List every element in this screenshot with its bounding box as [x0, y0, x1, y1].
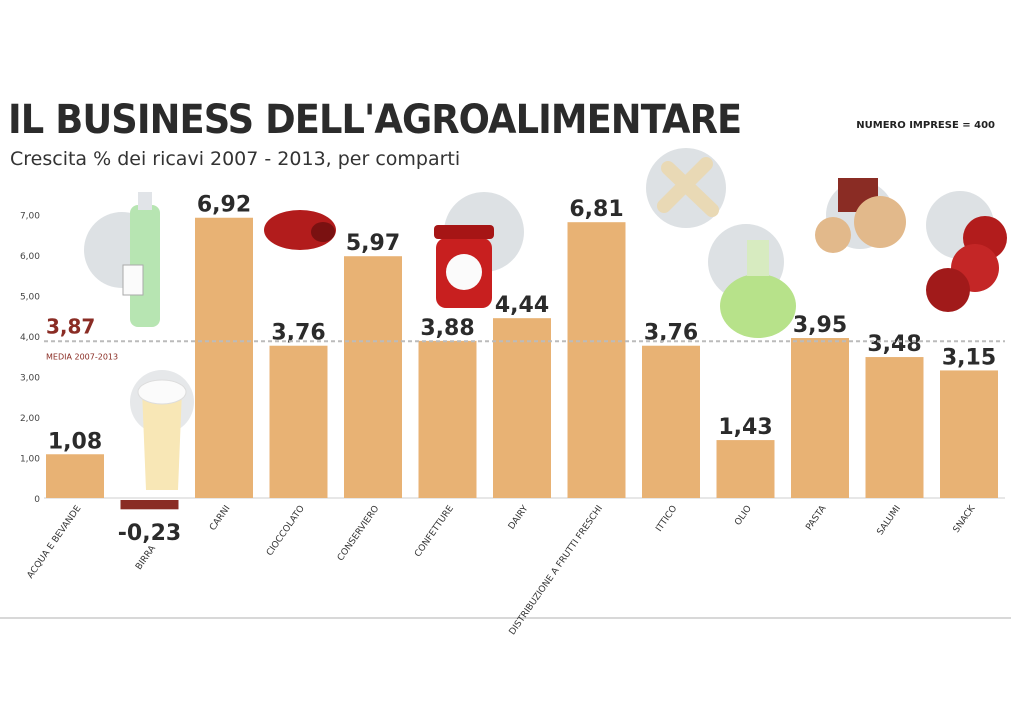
y-tick-label: 5,00: [20, 293, 40, 303]
category-label: CONSERVIERO: [336, 504, 382, 563]
category-label: CONFETTURE: [413, 504, 456, 559]
category-label: SALUMI: [875, 504, 902, 537]
category-label: CARNI: [208, 504, 232, 533]
average-value-label: 3,87: [46, 314, 95, 338]
category-label: ITTICO: [654, 504, 679, 534]
y-tick-label: 1,00: [20, 455, 40, 465]
category-label: ACQUA E BEVANDE: [26, 504, 84, 581]
bar: [567, 222, 626, 498]
chart-note: NUMERO IMPRESE = 400: [856, 120, 995, 131]
bar: [716, 440, 775, 498]
bar: [940, 370, 998, 498]
bar: [46, 454, 104, 498]
y-tick-label: 0: [34, 495, 40, 505]
y-tick-label: 2,00: [20, 414, 40, 424]
beer-glass-icon: [137, 379, 187, 490]
bar: [269, 345, 328, 498]
meat-icon: [264, 210, 336, 250]
category-label: PASTA: [804, 503, 829, 532]
data-label: 3,48: [867, 332, 921, 357]
y-tick-label: 3,00: [20, 374, 40, 384]
bar: [493, 318, 551, 498]
category-label: SNACK: [952, 503, 978, 535]
category-label: DAIRY: [507, 504, 531, 532]
bar: [865, 357, 924, 498]
chart-subtitle: Crescita % dei ricavi 2007 - 2013, per c…: [10, 148, 461, 170]
data-label: 6,92: [197, 193, 251, 218]
category-label: CIOCCOLATO: [265, 504, 307, 558]
bar: [418, 340, 477, 498]
bar: [791, 338, 849, 498]
bar: [195, 217, 253, 499]
chart-title: IL BUSINESS DELL'AGROALIMENTARE: [8, 97, 742, 143]
bar: [120, 500, 179, 510]
data-label: 1,08: [48, 429, 102, 454]
water-bottle-icon: [122, 192, 160, 327]
oil-jar-icon: [720, 240, 796, 338]
data-label: -0,23: [118, 521, 181, 546]
average-caption: MEDIA 2007-2013: [46, 352, 118, 361]
data-label: 6,81: [569, 197, 623, 222]
data-label: 3,15: [942, 345, 996, 370]
category-label: OLIO: [733, 504, 754, 528]
salami-icon: [926, 216, 1007, 312]
category-label: BIRRA: [134, 543, 158, 572]
data-label: 5,97: [346, 231, 400, 256]
jam-jar-icon: [434, 225, 494, 308]
snack-icon: [815, 178, 906, 253]
data-label: 3,88: [420, 316, 474, 341]
data-label: 3,95: [793, 313, 847, 338]
bar: [642, 345, 700, 498]
y-tick-label: 6,00: [20, 252, 40, 262]
y-tick-label: 4,00: [20, 333, 40, 343]
y-tick-label: 7,00: [20, 212, 40, 222]
data-label: 4,44: [495, 293, 549, 318]
fish-bones-icon: [657, 157, 719, 217]
data-label: 1,43: [718, 415, 772, 440]
bar: [344, 256, 402, 498]
